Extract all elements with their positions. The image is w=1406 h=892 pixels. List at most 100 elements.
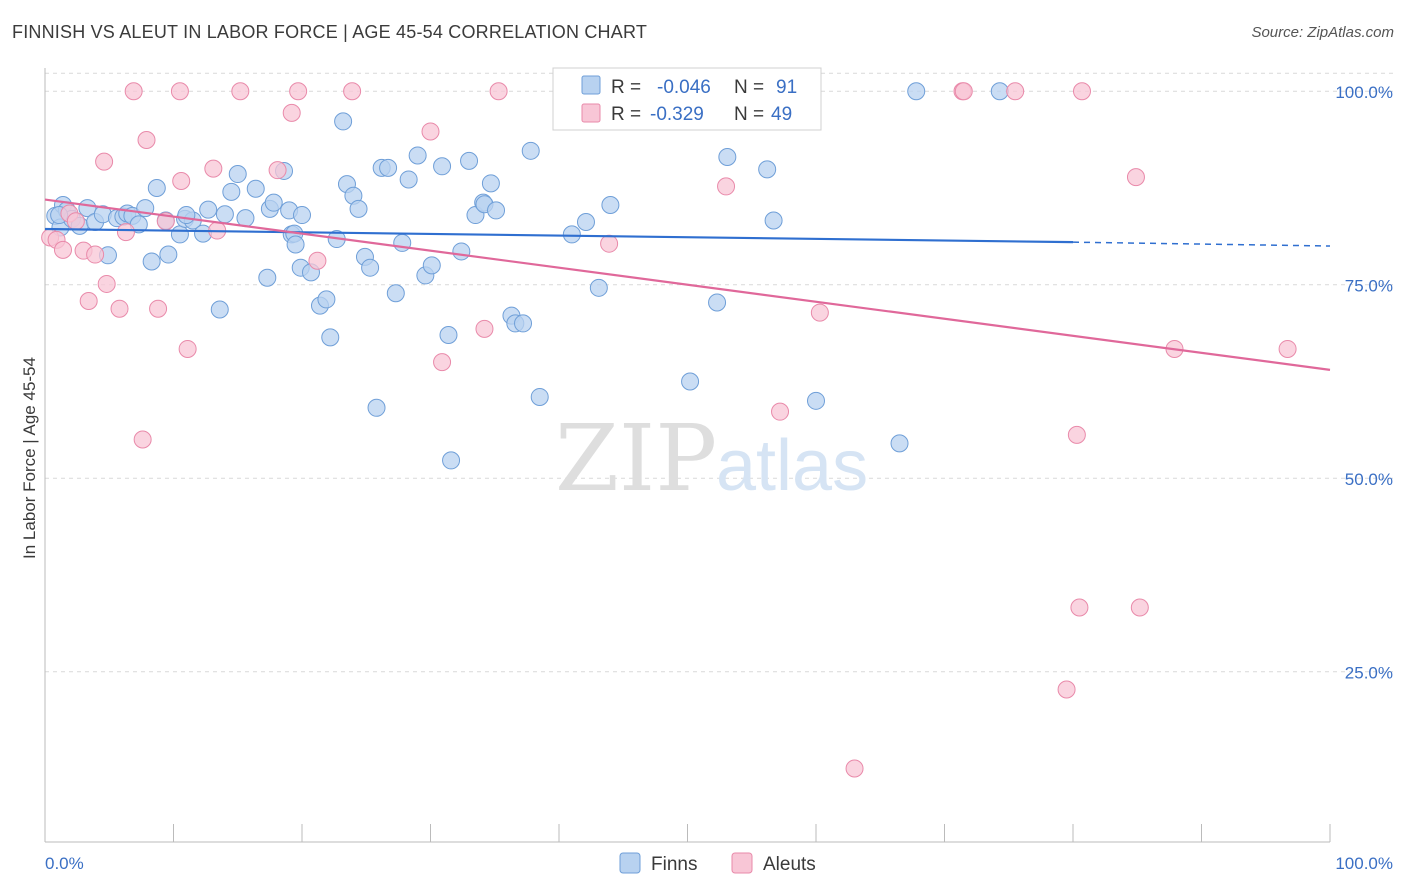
- aleuts-point-10: [110, 299, 129, 318]
- finns-point-17: [147, 178, 166, 197]
- finns-point-48: [349, 199, 368, 218]
- finns-point-82: [758, 160, 777, 179]
- y-tick-label-100: 100.0%: [1335, 83, 1393, 102]
- aleuts-point-41: [1006, 82, 1025, 101]
- y-tick-label-50: 50.0%: [1345, 470, 1393, 489]
- finns-point-59: [422, 256, 441, 275]
- aleuts-point-34: [717, 177, 736, 196]
- aleuts-point-6: [79, 291, 98, 310]
- aleuts-point-9: [97, 274, 116, 293]
- finns-point-69: [487, 201, 506, 220]
- aleuts-point-17: [170, 82, 189, 101]
- finns-point-87: [990, 82, 1009, 101]
- aleuts-point-20: [204, 159, 223, 178]
- x-tick-label-100: 100.0%: [1335, 854, 1393, 873]
- finns-point-43: [321, 328, 340, 347]
- aleuts-point-31: [489, 82, 508, 101]
- correlation-legend: R = -0.046 N = 91 R = -0.329 N = 49: [552, 67, 822, 131]
- finns-point-51: [367, 398, 386, 417]
- aleuts-point-25: [289, 82, 308, 101]
- aleuts-point-44: [1070, 598, 1089, 617]
- aleuts-point-49: [1278, 339, 1297, 358]
- aleuts-point-40: [954, 82, 973, 101]
- legend-finns-n-label: N =: [734, 77, 764, 98]
- aleuts-point-43: [1067, 425, 1086, 444]
- finns-point-61: [439, 326, 458, 345]
- bottom-legend: Finns Aleuts: [619, 852, 816, 875]
- aleuts-point-18: [172, 172, 191, 191]
- finns-point-30: [246, 179, 265, 198]
- x-tick-label-0: 0.0%: [45, 854, 84, 873]
- finns-point-16: [142, 252, 161, 271]
- y-tick-label-25: 25.0%: [1345, 664, 1393, 683]
- aleuts-point-36: [771, 402, 790, 421]
- finns-point-81: [718, 148, 737, 167]
- finns-point-89: [177, 206, 196, 225]
- aleuts-point-37: [810, 303, 829, 322]
- finns-point-31: [258, 268, 277, 287]
- finns-point-86: [907, 82, 926, 101]
- aleuts-point-15: [149, 299, 168, 318]
- y-tick-labels: 25.0% 50.0% 75.0% 100.0%: [1335, 83, 1393, 683]
- legend-aleuts-r-label: R =: [611, 104, 641, 125]
- bottom-legend-finns-label: Finns: [651, 854, 697, 875]
- finns-point-26: [215, 205, 234, 224]
- finns-point-80: [708, 293, 727, 312]
- aleuts-point-14: [137, 130, 156, 149]
- legend-finns-r-label: R =: [611, 77, 641, 98]
- legend-finns-swatch: [581, 75, 601, 95]
- legend-aleuts-n-value: 49: [771, 104, 792, 125]
- aleuts-point-12: [124, 82, 143, 101]
- aleuts-point-22: [231, 82, 250, 101]
- finns-point-53: [379, 158, 398, 177]
- finns-point-42: [317, 290, 336, 309]
- aleuts-point-32: [600, 234, 619, 253]
- watermark: ZIP atlas: [555, 405, 868, 512]
- aleuts-point-46: [1126, 168, 1145, 187]
- finns-point-62: [442, 451, 461, 470]
- finns-point-72: [514, 314, 533, 333]
- aleuts-point-38: [845, 759, 864, 778]
- finns-point-27: [222, 182, 241, 201]
- legend-aleuts-r-value: -0.329: [650, 104, 704, 125]
- bottom-legend-finns-swatch: [619, 852, 641, 874]
- finns-point-63: [452, 242, 471, 261]
- chart-title: FINNISH VS ALEUT IN LABOR FORCE | AGE 45…: [12, 22, 648, 42]
- y-axis-label: In Labor Force | Age 45-54: [20, 357, 39, 559]
- finns-point-54: [386, 284, 405, 303]
- finns-point-45: [334, 112, 353, 131]
- grid-lines: [45, 72, 1393, 673]
- finns-point-20: [170, 225, 189, 244]
- finns-trend-extension: [1072, 241, 1331, 247]
- aleuts-point-13: [133, 430, 152, 449]
- finns-point-79: [681, 372, 700, 391]
- finns-point-57: [408, 146, 427, 165]
- legend-finns-r-value: -0.046: [657, 77, 711, 98]
- x-axis-ticks: [44, 824, 1331, 842]
- finns-points: [46, 82, 1009, 470]
- finns-point-19: [159, 245, 178, 264]
- aleuts-point-26: [308, 251, 327, 270]
- aleuts-point-4: [66, 212, 85, 231]
- aleuts-point-29: [433, 353, 452, 372]
- aleuts-trend-line: [44, 198, 1331, 371]
- finns-point-68: [481, 174, 500, 193]
- aleuts-point-2: [53, 240, 72, 259]
- aleuts-point-19: [178, 339, 197, 358]
- finns-point-90: [293, 206, 311, 225]
- aleuts-point-8: [95, 152, 114, 171]
- finns-point-60: [433, 157, 452, 176]
- bottom-legend-aleuts-label: Aleuts: [763, 854, 816, 875]
- legend-finns-n-value: 91: [776, 77, 797, 98]
- finns-point-73: [521, 141, 540, 160]
- aleuts-point-45: [1072, 82, 1091, 101]
- finns-point-33: [264, 193, 283, 212]
- aleuts-point-42: [1057, 680, 1076, 699]
- finns-point-64: [460, 151, 479, 170]
- bottom-legend-aleuts-swatch: [731, 852, 753, 874]
- finns-point-56: [399, 170, 418, 189]
- finns-point-78: [601, 195, 620, 214]
- finns-point-74: [530, 387, 549, 406]
- aleuts-point-47: [1130, 598, 1149, 617]
